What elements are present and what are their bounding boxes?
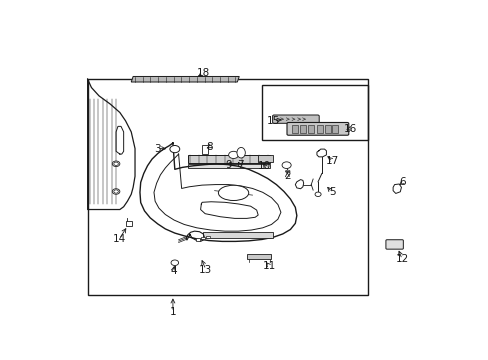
Text: 10: 10 <box>258 161 271 171</box>
Circle shape <box>112 161 120 167</box>
Ellipse shape <box>237 148 245 158</box>
Polygon shape <box>392 184 401 193</box>
Ellipse shape <box>218 185 248 201</box>
Text: 9: 9 <box>225 159 232 170</box>
FancyBboxPatch shape <box>286 122 348 135</box>
Text: 17: 17 <box>325 156 339 166</box>
Text: 11: 11 <box>263 261 276 271</box>
Circle shape <box>282 162 290 168</box>
Bar <box>203 232 273 238</box>
Bar <box>196 238 200 240</box>
Bar <box>299 125 305 133</box>
Text: 18: 18 <box>196 68 209 78</box>
Bar <box>262 85 367 140</box>
Circle shape <box>314 192 321 197</box>
Circle shape <box>228 151 238 158</box>
Bar <box>205 235 209 238</box>
Bar <box>202 145 207 154</box>
Text: 4: 4 <box>170 266 176 275</box>
Bar <box>188 163 269 168</box>
Text: 12: 12 <box>395 255 408 264</box>
Text: 6: 6 <box>399 177 405 187</box>
Text: 14: 14 <box>112 234 125 244</box>
Bar <box>331 125 338 133</box>
Text: 2: 2 <box>284 171 290 181</box>
Polygon shape <box>295 180 303 189</box>
Circle shape <box>169 145 180 153</box>
Text: 8: 8 <box>206 141 213 152</box>
Text: 1: 1 <box>169 307 176 317</box>
Circle shape <box>114 190 118 193</box>
Bar <box>201 237 205 239</box>
Circle shape <box>114 162 118 166</box>
Bar <box>307 125 314 133</box>
Circle shape <box>112 189 120 194</box>
Bar <box>316 125 322 133</box>
FancyBboxPatch shape <box>272 115 319 123</box>
Bar <box>324 125 330 133</box>
Bar <box>126 221 132 226</box>
Text: 16: 16 <box>343 123 356 134</box>
Text: 5: 5 <box>328 187 335 197</box>
Bar <box>188 155 269 163</box>
Circle shape <box>171 260 178 266</box>
FancyBboxPatch shape <box>385 240 403 249</box>
Text: 15: 15 <box>266 116 280 126</box>
Text: 13: 13 <box>199 265 212 275</box>
Polygon shape <box>131 76 239 82</box>
Text: 3: 3 <box>153 144 160 153</box>
Bar <box>246 255 271 260</box>
Bar <box>258 156 273 162</box>
Bar <box>87 79 367 296</box>
Bar <box>292 125 298 133</box>
Text: 7: 7 <box>236 160 243 170</box>
Ellipse shape <box>285 170 289 172</box>
